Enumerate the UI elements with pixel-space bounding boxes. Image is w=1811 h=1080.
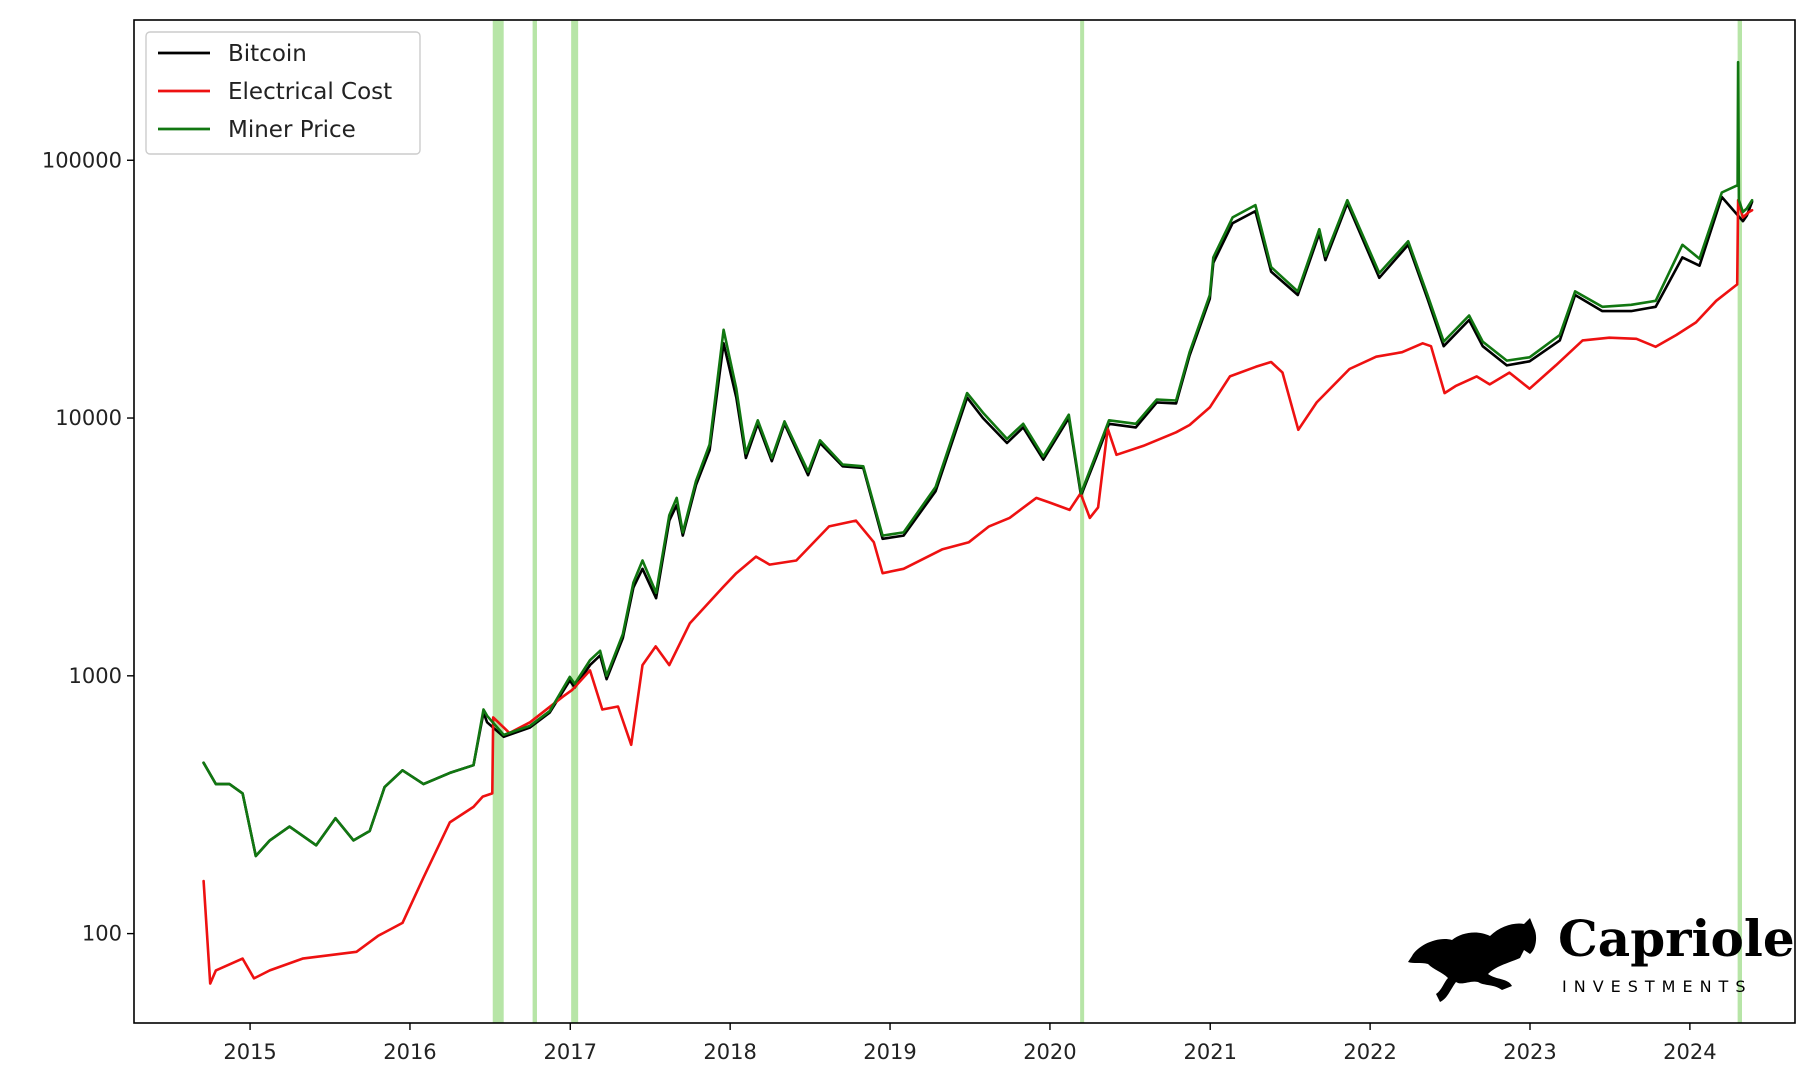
series-lines [202,60,1754,985]
legend-label: Bitcoin [228,41,307,67]
brand-name: Capriole [1558,909,1795,968]
brand-subtitle: INVESTMENTS [1562,977,1752,996]
horse-logo-icon [1408,918,1537,1002]
x-tick-label: 2021 [1184,1040,1237,1064]
legend-label: Miner Price [228,117,356,143]
legend-label: Electrical Cost [228,79,392,105]
highlight-bands [492,20,1742,1023]
x-tick-label: 2015 [223,1040,276,1064]
y-tick-label: 100000 [42,148,122,172]
y-tick-label: 10000 [55,406,122,430]
y-tick-label: 100 [82,922,122,946]
y-tick-label: 1000 [69,664,122,688]
x-tick-label: 2017 [544,1040,597,1064]
series-line-miner-price [202,60,1754,858]
highlight-band-5 [1737,20,1742,1023]
x-tick-label: 2019 [863,1040,916,1064]
highlight-band-2 [532,20,537,1023]
y-axis: 100 1000 10000 100000 [42,148,134,946]
series-line-bitcoin [202,195,1754,858]
legend-box [145,31,421,155]
series-line-electrical-cost [202,198,1754,985]
x-axis: 2015 2016 2017 2018 2019 2020 2021 2022 2023 2024 [223,1023,1717,1064]
highlight-band-3 [571,20,579,1023]
x-tick-label: 2018 [703,1040,756,1064]
x-tick-label: 2023 [1503,1040,1556,1064]
x-tick-label: 2024 [1663,1040,1716,1064]
x-tick-label: 2020 [1023,1040,1076,1064]
x-tick-label: 2016 [383,1040,436,1064]
highlight-band-4 [1080,20,1085,1023]
legend: Bitcoin Electrical Cost Miner Price [145,31,421,155]
x-tick-label: 2022 [1343,1040,1396,1064]
brand-watermark: Capriole INVESTMENTS [1408,909,1795,1002]
highlight-band-1 [492,20,504,1023]
plot-frame [133,19,1796,1024]
